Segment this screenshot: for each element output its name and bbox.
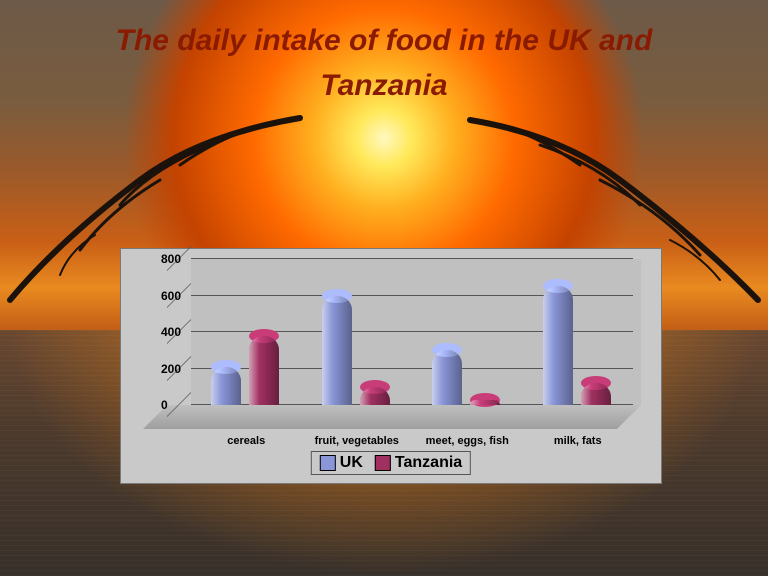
legend-swatch-uk bbox=[320, 455, 336, 471]
bar-uk bbox=[211, 367, 241, 405]
bar-uk bbox=[543, 286, 573, 405]
bar-tanzania bbox=[360, 387, 390, 405]
chart-legend: UK Tanzania bbox=[311, 451, 471, 475]
chart-floor bbox=[143, 405, 641, 429]
chart-panel: 0200400600800 cereals fruit, vegetables me… bbox=[120, 248, 662, 484]
legend-label-uk: UK bbox=[340, 454, 363, 472]
category-label: cereals bbox=[227, 435, 265, 447]
legend-swatch-tz bbox=[375, 455, 391, 471]
chart-category-axis: cereals fruit, vegetables meet, eggs, fish… bbox=[167, 431, 641, 449]
bar-tanzania bbox=[249, 336, 279, 405]
legend-item-tz: Tanzania bbox=[375, 454, 462, 472]
slide-title: The daily intake of food in the UK and T… bbox=[0, 18, 768, 108]
category-label: meet, eggs, fish bbox=[426, 435, 509, 447]
bar-uk bbox=[432, 350, 462, 405]
bar-tanzania bbox=[581, 383, 611, 405]
slide: The daily intake of food in the UK and T… bbox=[0, 0, 768, 576]
category-label: milk, fats bbox=[554, 435, 602, 447]
category-label: fruit, vegetables bbox=[315, 435, 399, 447]
legend-label-tz: Tanzania bbox=[395, 454, 462, 472]
title-line-1: The daily intake of food in the UK and bbox=[116, 24, 653, 57]
title-line-2: Tanzania bbox=[320, 69, 447, 102]
bar-uk bbox=[322, 296, 352, 406]
chart-plot: 0200400600800 bbox=[167, 259, 641, 429]
legend-item-uk: UK bbox=[320, 454, 363, 472]
bar-tanzania bbox=[470, 400, 500, 405]
chart-bars bbox=[191, 259, 633, 405]
